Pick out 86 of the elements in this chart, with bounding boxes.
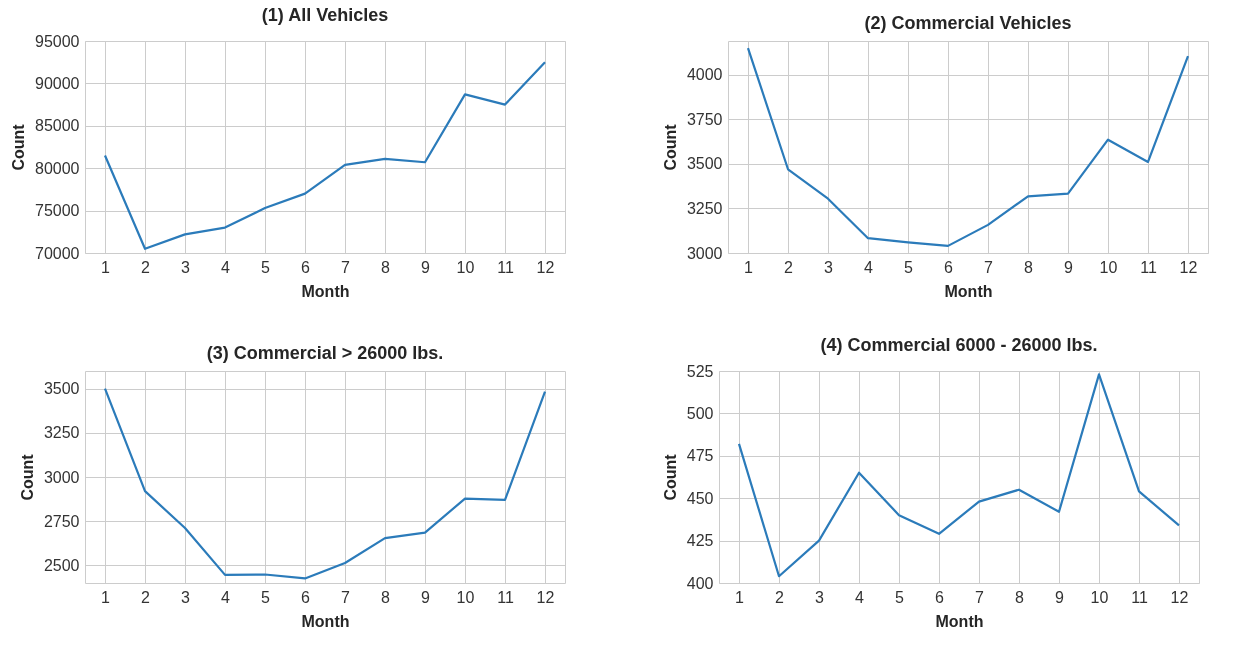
x-tick-label: 12: [536, 588, 555, 606]
x-tick-label: 7: [341, 588, 351, 606]
x-tick-label: 2: [141, 588, 151, 606]
x-tick-label: 9: [421, 258, 431, 276]
x-tick-label: 2: [141, 258, 151, 276]
y-tick-label: 4000: [686, 66, 723, 84]
line-series: [103, 387, 547, 580]
x-tick-label: 11: [1131, 588, 1148, 606]
x-tick-label: 6: [301, 258, 311, 276]
y-tick-label: 2500: [43, 556, 80, 574]
chart-title: (1) All Vehicles: [261, 5, 389, 25]
y-tick-label: 3500: [686, 155, 723, 173]
x-tick-label: 5: [904, 258, 914, 276]
x-tick-label: 10: [1099, 258, 1118, 276]
x-tick-label: 6: [944, 258, 954, 276]
x-tick-label: 3: [181, 258, 191, 276]
x-tick-label: 11: [1140, 258, 1157, 276]
y-tick-label: 70000: [35, 244, 80, 262]
y-tick-label: 425: [686, 532, 714, 550]
y-tick-label: 525: [686, 362, 714, 380]
x-tick-label: 3: [181, 588, 191, 606]
chart-title: (2) Commercial Vehicles: [864, 13, 1072, 33]
x-tick-label: 1: [101, 258, 111, 276]
x-tick-label: 9: [1055, 588, 1065, 606]
x-tick-label: 9: [1064, 258, 1074, 276]
x-tick-label: 5: [895, 588, 905, 606]
x-axis-title: Month: [301, 282, 350, 300]
y-tick-label: 3250: [686, 199, 723, 217]
x-tick-label: 7: [341, 258, 351, 276]
x-tick-label: 1: [744, 258, 754, 276]
y-axis-title: Count: [18, 453, 36, 501]
chart-title: (3) Commercial > 26000 lbs.: [206, 343, 444, 363]
y-axis-title: Count: [661, 453, 679, 501]
x-tick-label: 6: [935, 588, 945, 606]
x-tick-label: 1: [101, 588, 111, 606]
x-tick-label: 4: [221, 258, 231, 276]
y-axis-title: Count: [661, 123, 679, 171]
x-axis-title: Month: [935, 612, 984, 630]
y-tick-label: 500: [686, 404, 714, 422]
x-tick-label: 8: [381, 258, 391, 276]
y-tick-label: 400: [686, 574, 714, 592]
chart-title: (4) Commercial 6000 - 26000 lbs.: [820, 335, 1098, 355]
x-tick-label: 4: [864, 258, 874, 276]
x-tick-label: 5: [261, 258, 271, 276]
y-tick-label: 3000: [686, 244, 723, 262]
x-tick-label: 12: [1170, 588, 1189, 606]
y-tick-label: 80000: [35, 159, 80, 177]
y-tick-label: 475: [686, 447, 714, 465]
x-tick-label: 8: [381, 588, 391, 606]
line-series: [746, 47, 1190, 247]
x-tick-label: 10: [456, 588, 475, 606]
y-tick-label: 2750: [43, 512, 80, 530]
x-tick-label: 2: [775, 588, 785, 606]
y-tick-label: 85000: [35, 117, 80, 135]
y-axis-title: Count: [10, 123, 28, 171]
x-tick-label: 4: [855, 588, 865, 606]
x-tick-label: 10: [456, 258, 475, 276]
x-tick-label: 7: [984, 258, 994, 276]
y-tick-label: 3000: [43, 468, 80, 486]
line-series: [103, 61, 547, 250]
y-tick-label: 75000: [35, 202, 80, 220]
x-tick-label: 3: [824, 258, 834, 276]
y-tick-label: 3750: [686, 110, 723, 128]
y-tick-label: 3500: [43, 380, 80, 398]
x-tick-label: 8: [1024, 258, 1034, 276]
x-tick-label: 12: [1179, 258, 1198, 276]
x-axis-title: Month: [944, 282, 993, 300]
x-tick-label: 12: [536, 258, 555, 276]
y-tick-label: 90000: [35, 74, 80, 92]
x-tick-label: 9: [421, 588, 431, 606]
x-tick-label: 4: [221, 588, 231, 606]
x-tick-label: 2: [784, 258, 794, 276]
y-tick-label: 450: [686, 489, 714, 507]
x-tick-label: 3: [815, 588, 825, 606]
x-tick-label: 11: [497, 258, 514, 276]
line-series: [737, 373, 1181, 578]
x-tick-label: 5: [261, 588, 271, 606]
x-tick-label: 8: [1015, 588, 1025, 606]
x-tick-label: 1: [735, 588, 745, 606]
x-tick-label: 10: [1090, 588, 1109, 606]
x-tick-label: 6: [301, 588, 311, 606]
y-tick-label: 3250: [43, 424, 80, 442]
x-tick-label: 11: [497, 588, 514, 606]
y-tick-label: 95000: [35, 32, 80, 50]
x-tick-label: 7: [975, 588, 985, 606]
x-axis-title: Month: [301, 612, 350, 630]
